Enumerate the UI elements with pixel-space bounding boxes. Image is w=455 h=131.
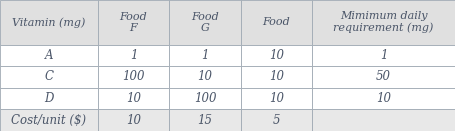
Text: D: D <box>44 92 54 105</box>
Bar <box>98 66 169 88</box>
Text: 10: 10 <box>269 49 284 62</box>
Bar <box>241 88 312 109</box>
Bar <box>241 66 312 88</box>
Bar <box>98 45 169 66</box>
Bar <box>0 109 98 131</box>
Text: 10: 10 <box>269 92 284 105</box>
Text: 10: 10 <box>269 70 284 83</box>
Bar <box>312 88 455 109</box>
Text: C: C <box>45 70 53 83</box>
Bar <box>169 45 241 66</box>
Bar <box>312 66 455 88</box>
Bar <box>169 109 241 131</box>
Text: Food: Food <box>263 17 290 27</box>
Bar <box>0 66 98 88</box>
Text: A: A <box>45 49 53 62</box>
Bar <box>98 0 169 45</box>
Text: 1: 1 <box>380 49 387 62</box>
Text: Mimimum daily
requirement (mg): Mimimum daily requirement (mg) <box>334 11 434 33</box>
Bar <box>169 0 241 45</box>
Text: 100: 100 <box>194 92 216 105</box>
Bar <box>312 45 455 66</box>
Text: Cost/unit ($): Cost/unit ($) <box>11 114 86 127</box>
Bar <box>169 88 241 109</box>
Text: 15: 15 <box>197 114 212 127</box>
Text: 50: 50 <box>376 70 391 83</box>
Bar <box>241 109 312 131</box>
Bar <box>169 66 241 88</box>
Text: Food
F: Food F <box>120 12 147 33</box>
Bar <box>98 109 169 131</box>
Text: 1: 1 <box>201 49 209 62</box>
Text: Vitamin (mg): Vitamin (mg) <box>12 17 86 28</box>
Bar <box>0 45 98 66</box>
Text: 5: 5 <box>273 114 280 127</box>
Bar <box>241 45 312 66</box>
Text: Food
G: Food G <box>191 12 219 33</box>
Bar <box>312 109 455 131</box>
Text: 10: 10 <box>376 92 391 105</box>
Text: 100: 100 <box>122 70 145 83</box>
Bar <box>98 88 169 109</box>
Bar <box>312 0 455 45</box>
Bar <box>0 88 98 109</box>
Bar <box>0 0 98 45</box>
Bar <box>241 0 312 45</box>
Text: 10: 10 <box>126 114 141 127</box>
Text: 10: 10 <box>126 92 141 105</box>
Text: 10: 10 <box>197 70 212 83</box>
Text: 1: 1 <box>130 49 137 62</box>
